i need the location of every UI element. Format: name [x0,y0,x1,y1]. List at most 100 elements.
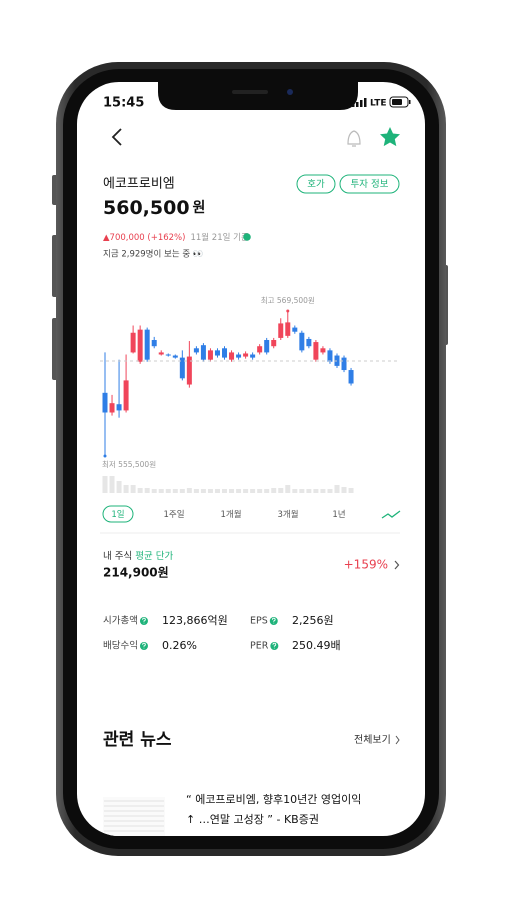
status-time: 15:45 [103,96,144,111]
price-change-line: ▲700,000 (+162%) 11월 21일 기준 [103,232,249,243]
stock-name: 에코프로비엠 [103,177,175,192]
candle-body [193,348,199,353]
volume-bar [200,489,206,493]
volume-bar [299,489,305,493]
help-glyph [142,617,146,624]
volume-bar [278,488,284,493]
candle-body [130,332,136,353]
stat-label: 배당수익 [103,640,138,652]
back-button[interactable] [111,128,122,146]
candle-body [348,370,354,384]
volume-bar [193,489,199,493]
candle-body [341,357,347,371]
news-headline-2[interactable]: ↑ …연말 고성장 ” - KB증권 [186,813,319,826]
volume-bar [109,476,115,493]
volume-bar [179,489,185,493]
as-of-date: 11월 21일 기준 [190,232,248,243]
viewers: 지금 2,929명이 보는 중 👀 [103,249,204,260]
order-book-label: 호가 [307,179,325,190]
invest-info-label: 투자 정보 [351,179,389,190]
period-tab[interactable]: 1주일 [163,510,184,520]
candle-body [165,354,171,356]
chart-type-toggle[interactable] [381,510,401,519]
stat-value: 250.49배 [292,639,341,652]
price: 560,500 [103,197,190,219]
candle-body [109,403,115,413]
period-tab[interactable]: 3개월 [277,509,298,520]
volume-bar [130,485,136,493]
candle-body [158,352,164,355]
alarm-button[interactable] [347,130,361,147]
order-book-button[interactable] [296,174,336,194]
high-label: 최고 569,500원 [261,295,315,305]
screen-content: 15:45 LTE 에코프로비엠 560,500 원 호가 투자 정보 ▲700,… [100,82,411,836]
candle-body [222,348,228,358]
candle-body [306,338,312,347]
volume-bar [165,489,171,493]
volume-bar [313,489,319,493]
candle-body [320,348,326,353]
volume-bar [264,489,270,493]
speaker [232,90,268,94]
candle-body [292,327,298,332]
invest-info-button[interactable] [339,174,400,194]
news-headline-1[interactable]: “ 에코프로비엠, 향후10년간 영업이익 [186,793,361,806]
volume-bar [123,485,129,493]
stat-label: EPS [250,616,268,627]
candle-body [200,345,206,360]
return-rate: +159% [344,558,388,572]
candle-body [278,323,284,338]
favorite-button[interactable] [380,127,400,147]
candle-body [250,354,256,358]
news-thumbnail [103,797,165,836]
period-selected [102,505,134,523]
period-tab[interactable]: 1년 [332,509,345,520]
volume-bar [214,489,220,493]
notch [158,82,358,110]
candle-body [229,352,235,360]
low-label: 최저 555,500원 [102,459,156,469]
signal-icon [352,98,367,107]
high-point [286,309,290,313]
candle-body [285,322,291,336]
candle-body [257,346,263,353]
status-network: LTE [370,99,387,109]
volume-bar [320,489,326,493]
my-stock-label: 내 주식 평균 단가 [103,551,173,562]
help-glyph [142,642,146,649]
candle-body [214,350,220,356]
camera [287,89,293,95]
volume-bar [229,489,235,493]
stat-value: 123,866억원 [162,614,228,627]
volume-bar [207,489,213,493]
help-glyph [271,617,276,624]
volume-bar [341,487,347,493]
volume-bar [285,485,291,493]
period-tab[interactable]: 1개월 [220,509,241,520]
candle-body [271,340,277,347]
chevron[interactable] [395,735,400,745]
volume-bar [116,481,122,493]
candle-body [116,404,122,411]
volume-bar [137,488,143,493]
volume-bar [158,489,164,493]
candle-body [264,340,270,353]
volume-bar [236,489,242,493]
volume-bar [306,489,312,493]
battery-icon [389,96,409,108]
my-stock: 내 주식 [103,551,132,562]
news-more[interactable]: 전체보기 [354,734,391,746]
stock-price: 560,500 원 [103,197,205,219]
candle-body [144,329,150,360]
period-tab[interactable]: 1일 [111,510,124,520]
candle-body [102,392,108,413]
news-title: 관련 뉴스 [103,730,172,750]
stat-value: 2,256원 [292,614,334,627]
candle-body [207,350,213,360]
volume-bar [102,476,108,493]
info-icon [243,233,251,241]
avg-price: 214,900원 [103,566,169,580]
chevron[interactable] [394,560,400,570]
